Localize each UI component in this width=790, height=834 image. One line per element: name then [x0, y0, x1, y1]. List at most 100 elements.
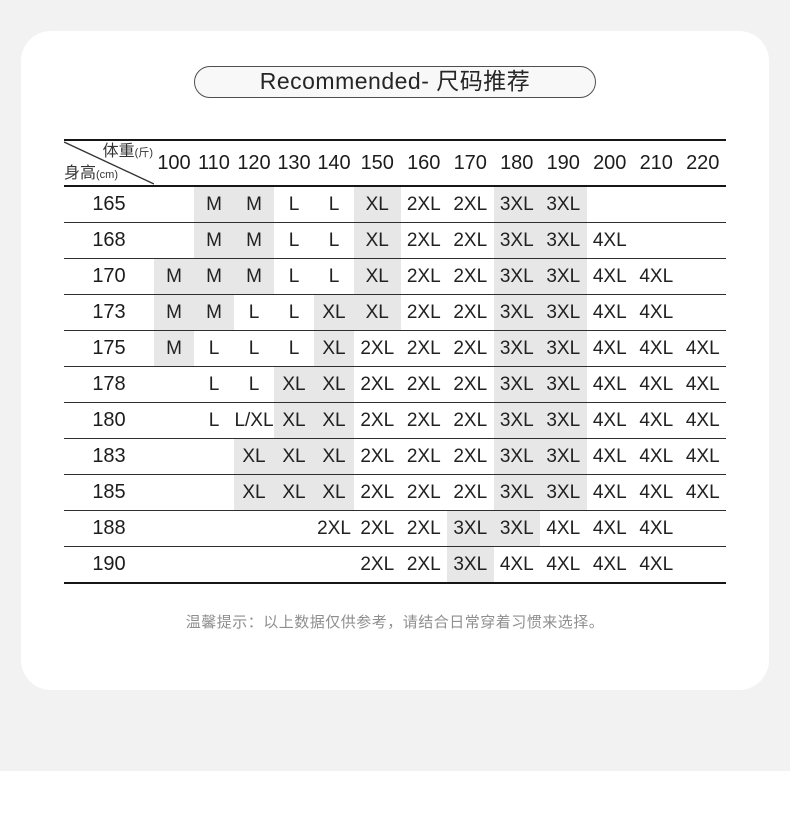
size-cell: 4XL [586, 366, 633, 403]
height-label: 183 [64, 438, 154, 475]
size-cell: 4XL [586, 546, 633, 584]
size-cell: M [194, 294, 234, 331]
size-cell: L [274, 222, 314, 259]
empty-size-cell [154, 402, 194, 439]
size-cell: 4XL [586, 438, 633, 475]
size-cell: M [194, 258, 234, 295]
size-cell: 2XL [400, 546, 447, 584]
size-cell: M [234, 222, 274, 259]
size-cell: L [194, 366, 234, 403]
size-cell: 4XL [679, 330, 726, 367]
size-cell: 4XL [633, 474, 680, 511]
size-cell: 3XL [540, 438, 587, 475]
empty-size-cell [234, 510, 274, 547]
height-label: 173 [64, 294, 154, 331]
size-row: 165 M M L L XL 2XL 2XL 3XL 3XL [64, 186, 726, 223]
height-label: 170 [64, 258, 154, 295]
weight-column-header: 220 [679, 139, 726, 187]
size-cell: 2XL [447, 330, 494, 367]
size-cell: 3XL [540, 258, 587, 295]
size-row: 178 L L XL XL 2XL 2XL 2XL 3XL 3XL 4XL 4XL 4XL [64, 366, 726, 403]
size-cell: L [314, 222, 354, 259]
size-cell: 3XL [540, 222, 587, 259]
size-cell: 2XL [354, 474, 401, 511]
empty-size-cell [633, 222, 680, 259]
size-cell: 4XL [679, 402, 726, 439]
size-cell: 4XL [633, 546, 680, 584]
size-cell: XL [314, 366, 354, 403]
size-cell: 4XL [540, 546, 587, 584]
size-cell: 4XL [633, 330, 680, 367]
size-chart-table: 体重(斤) 身高(cm) 100 110 120 130 140 150 160 170 180… [64, 139, 726, 584]
height-label: 180 [64, 402, 154, 439]
section-title: Recommended- 尺码推荐 [194, 66, 596, 98]
empty-size-cell [274, 510, 314, 547]
size-cell: 2XL [447, 402, 494, 439]
empty-size-cell [154, 222, 194, 259]
weight-column-header: 110 [194, 139, 234, 187]
size-cell: XL [274, 366, 314, 403]
size-cell: 2XL [354, 402, 401, 439]
size-cell: M [234, 186, 274, 223]
size-cell: 4XL [493, 546, 540, 584]
size-cell: 3XL [493, 294, 540, 331]
size-cell: 2XL [447, 438, 494, 475]
size-cell: L [314, 186, 354, 223]
size-cell: 3XL [540, 330, 587, 367]
size-cell: 2XL [447, 294, 494, 331]
disclaimer-note: 温馨提示：以上数据仅供参考，请结合日常穿着习惯来选择。 [185, 614, 605, 631]
weight-column-header: 180 [493, 139, 540, 187]
size-cell: 2XL [400, 294, 447, 331]
size-cell: 3XL [493, 438, 540, 475]
size-cell: XL [314, 330, 354, 367]
size-cell: 2XL [400, 258, 447, 295]
empty-size-cell [679, 258, 726, 295]
size-cell: L [234, 294, 274, 331]
size-cell: 4XL [633, 438, 680, 475]
size-row: 183 XL XL XL 2XL 2XL 2XL 3XL 3XL 4XL 4XL 4XL [64, 438, 726, 475]
size-cell: XL [274, 402, 314, 439]
size-cell: M [154, 294, 194, 331]
size-cell: XL [314, 438, 354, 475]
size-cell: 2XL [314, 510, 354, 547]
size-cell: 3XL [493, 186, 540, 223]
size-cell: 3XL [540, 294, 587, 331]
size-cell: L [274, 258, 314, 295]
empty-size-cell [679, 510, 726, 547]
empty-size-cell [194, 546, 234, 584]
size-cell: XL [314, 402, 354, 439]
weight-column-header: 160 [400, 139, 447, 187]
empty-size-cell [194, 510, 234, 547]
weight-column-header: 200 [586, 139, 633, 187]
empty-size-cell [679, 294, 726, 331]
size-cell: 2XL [400, 474, 447, 511]
size-cell: 4XL [679, 474, 726, 511]
size-cell: M [234, 258, 274, 295]
size-cell: 3XL [540, 366, 587, 403]
empty-size-cell [679, 546, 726, 584]
section-title-text: Recommended- 尺码推荐 [259, 68, 531, 94]
size-cell: XL [354, 186, 401, 223]
empty-size-cell [154, 186, 194, 223]
size-cell: L/XL [234, 402, 274, 439]
diagonal-divider [64, 141, 154, 185]
weight-column-header: 140 [314, 139, 354, 187]
size-cell: 2XL [354, 438, 401, 475]
size-cell: 4XL [540, 510, 587, 547]
size-cell: L [194, 330, 234, 367]
size-cell: 2XL [447, 366, 494, 403]
size-cell: L [194, 402, 234, 439]
weight-column-header: 190 [540, 139, 587, 187]
height-label: 168 [64, 222, 154, 259]
size-row: 173 M M L L XL XL 2XL 2XL 3XL 3XL 4XL 4XL [64, 294, 726, 331]
empty-size-cell [679, 186, 726, 223]
next-section-background [0, 771, 790, 834]
height-label: 190 [64, 546, 154, 584]
size-cell: 2XL [400, 330, 447, 367]
size-cell: 4XL [679, 366, 726, 403]
size-cell: XL [234, 474, 274, 511]
size-cell: XL [354, 258, 401, 295]
size-cell: 4XL [586, 330, 633, 367]
size-cell: 2XL [354, 546, 401, 584]
size-cell: 4XL [679, 438, 726, 475]
